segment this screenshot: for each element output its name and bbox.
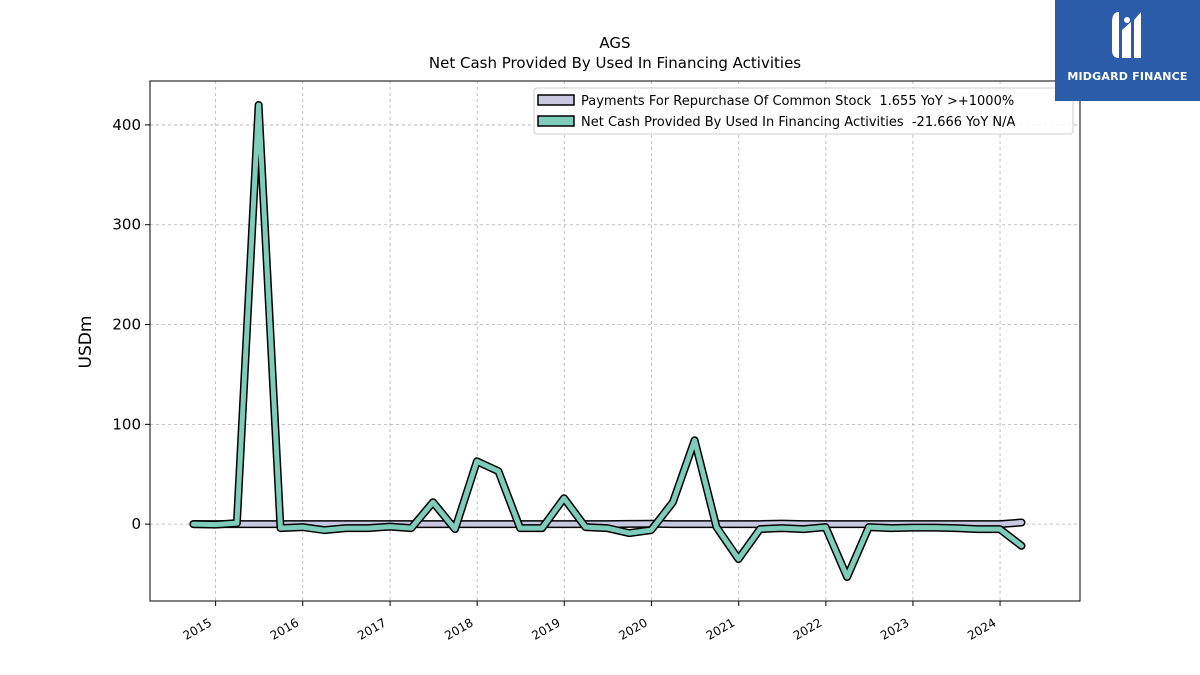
logo-mark-icon [1112, 12, 1141, 58]
series-line [190, 520, 1024, 527]
legend-swatch-repurchase [537, 94, 575, 106]
chart-title: AGS [599, 34, 630, 52]
legend-swatch-financing [537, 115, 575, 127]
series-line-outline [189, 101, 1026, 581]
legend: Payments For Repurchase Of Common Stock … [533, 87, 1074, 135]
legend-box [533, 87, 1074, 135]
series-0 [189, 518, 1026, 529]
logo: MIDGARD FINANCE [1055, 0, 1200, 101]
x-axis: 2015 2016 2017 2018 2019 2020 2021 2022 2023 2024 [181, 601, 1001, 643]
x-tick-label: 2024 [965, 615, 998, 642]
series-1 [189, 101, 1026, 581]
x-tick-label: 2015 [181, 615, 214, 642]
chart-subtitle: Net Cash Provided By Used In Financing A… [429, 54, 801, 72]
x-tick-label: 2020 [616, 615, 649, 642]
x-tick-label: 2017 [355, 615, 388, 642]
series-line [190, 102, 1024, 580]
y-tick-label: 0 [131, 515, 141, 533]
y-axis: 0 100 200 300 400 [112, 116, 150, 533]
y-axis-label: USDm [76, 316, 96, 369]
legend-label-repurchase: Payments For Repurchase Of Common Stock … [581, 94, 1014, 109]
y-tick-label: 400 [112, 116, 141, 134]
y-tick-label: 200 [112, 316, 141, 334]
x-tick-label: 2022 [791, 615, 824, 642]
x-tick-label: 2019 [529, 615, 562, 642]
x-tick-label: 2018 [442, 615, 475, 642]
y-tick-label: 300 [112, 216, 141, 234]
plot-frame [149, 80, 1081, 602]
legend-label-financing: Net Cash Provided By Used In Financing A… [581, 115, 1016, 130]
x-tick-label: 2016 [268, 615, 301, 642]
x-tick-label: 2021 [704, 615, 737, 642]
x-tick-label: 2023 [878, 615, 911, 642]
series-layer [189, 101, 1026, 581]
y-tick-label: 100 [112, 415, 141, 433]
logo-text: MIDGARD FINANCE [1067, 70, 1188, 83]
